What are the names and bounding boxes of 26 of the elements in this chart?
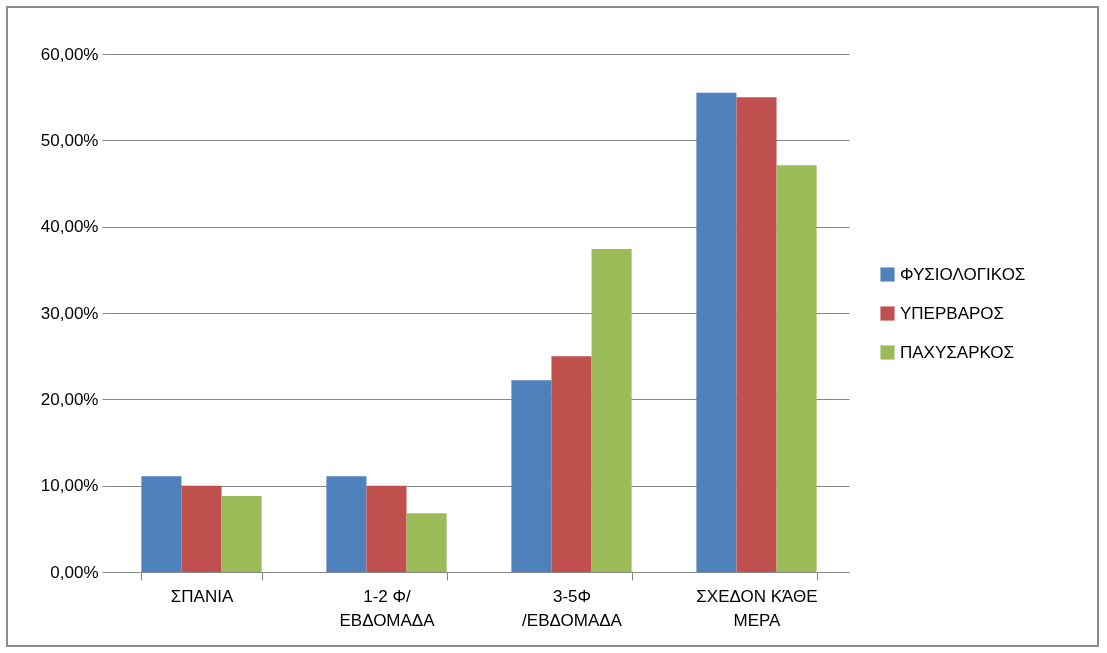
x-tick-label: ΣΠΑΝΙΑ: [170, 586, 234, 606]
bar: [736, 97, 777, 572]
bar: [511, 380, 552, 572]
bar: [221, 496, 262, 572]
bar: [366, 485, 407, 572]
legend-label: ΠΑΧΥΣΑΡΚΟΣ: [900, 342, 1015, 362]
legend-label: ΥΠΕΡΒΑΡΟΣ: [900, 303, 1005, 323]
bar: [776, 165, 817, 572]
y-tick-label: 60,00%: [40, 44, 99, 64]
y-tick-label: 10,00%: [40, 476, 99, 496]
bar: [696, 92, 737, 572]
x-tick-label: 1-2 Φ/ ΕΒΔΟΜΑΔΑ: [339, 586, 436, 630]
bar: [141, 476, 182, 572]
bar: [591, 249, 632, 572]
bar: [551, 356, 592, 572]
bar: [181, 485, 222, 572]
y-tick-label: 20,00%: [40, 389, 99, 409]
bar: [326, 476, 367, 572]
bar: [406, 513, 447, 572]
y-tick-label: 0,00%: [50, 562, 99, 582]
legend-label: ΦΥΣΙΟΛΟΓΙΚΟΣ: [900, 264, 1026, 284]
y-tick-label: 50,00%: [40, 130, 99, 150]
y-tick-label: 30,00%: [40, 303, 99, 323]
x-tick-label: ΣΧΕΔΟΝ ΚΆΘΕ ΜΕΡΑ: [696, 586, 818, 630]
y-tick-label: 40,00%: [40, 217, 99, 237]
x-tick-label: 3-5Φ /ΕΒΔΟΜΑΔΑ: [522, 586, 623, 630]
